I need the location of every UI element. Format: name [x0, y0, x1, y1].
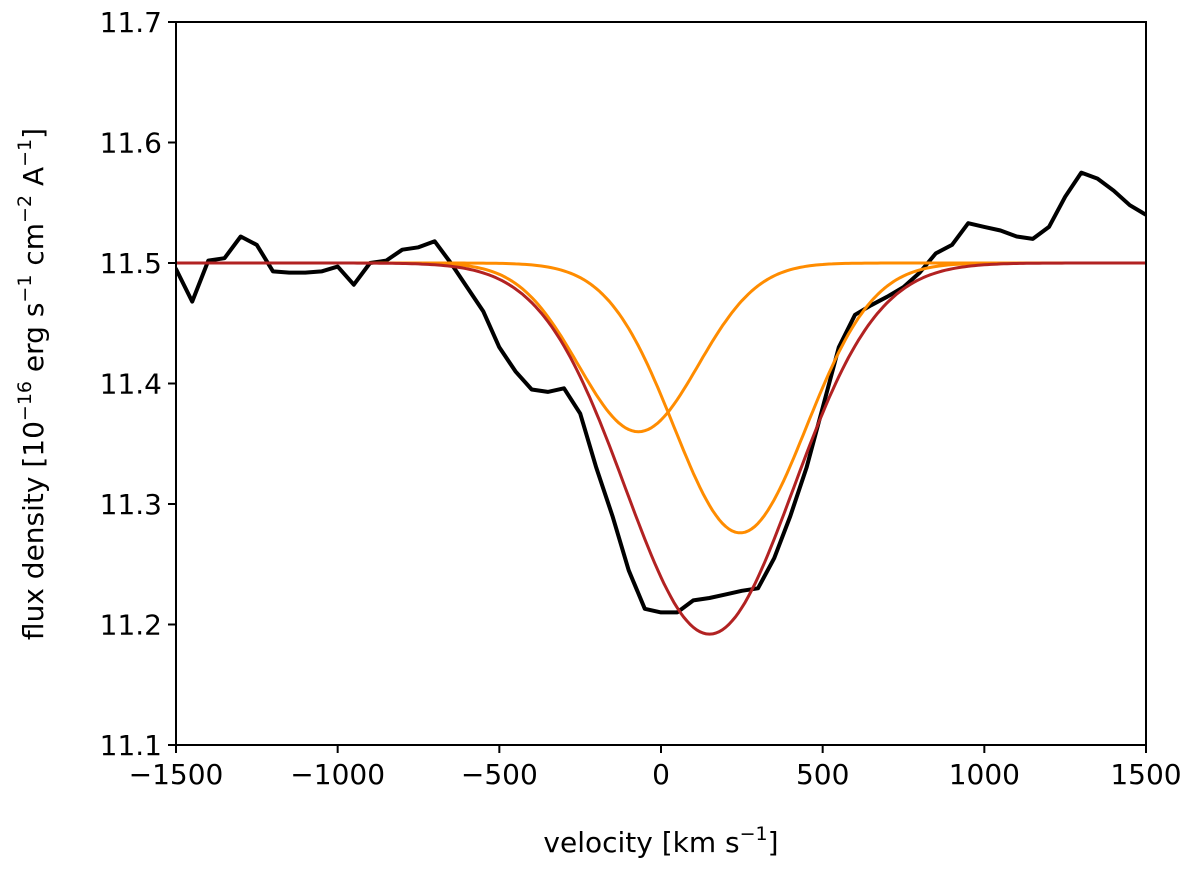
x-tick-label: −500 — [461, 758, 538, 791]
plot-area — [176, 170, 1146, 636]
y-tick-label: 11.5 — [100, 247, 162, 280]
x-tick-label: 0 — [652, 758, 670, 791]
x-tick-label: −1500 — [129, 758, 224, 791]
series-line-1 — [176, 170, 1146, 615]
ticks: −1500 −1000 −500 0 500 1000 1500 11.1 11.2 11.3 11… — [100, 6, 1182, 791]
y-tick-label: 11.3 — [100, 488, 162, 521]
series-line-4 — [176, 261, 1146, 636]
x-axis-label: velocity [km s−1] — [543, 823, 778, 859]
x-tick-label: −1000 — [290, 758, 385, 791]
y-axis-label: flux density [10−16 erg s−1 cm−2 A−1] — [14, 128, 50, 640]
x-tick-label: 1000 — [949, 758, 1020, 791]
y-tick-label: 11.4 — [100, 368, 162, 401]
x-tick-label: 500 — [796, 758, 849, 791]
y-tick-label: 11.7 — [100, 6, 162, 39]
y-tick-label: 11.6 — [100, 127, 162, 160]
y-tick-label: 11.1 — [100, 729, 162, 762]
x-tick-label: 1500 — [1110, 758, 1181, 791]
y-tick-label: 11.2 — [100, 609, 162, 642]
